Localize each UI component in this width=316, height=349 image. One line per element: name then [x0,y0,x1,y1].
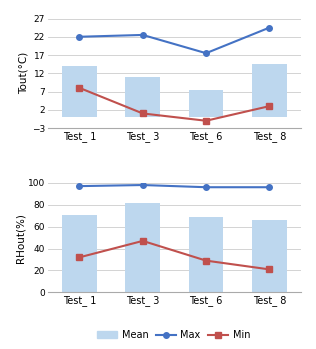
Bar [125,202,160,292]
Bar [189,217,223,292]
Y-axis label: Tout(°C): Tout(°C) [19,52,29,94]
Bar [62,215,97,292]
Bar [62,66,97,117]
Bar [252,64,287,117]
Bar [252,220,287,292]
Y-axis label: RHout(%): RHout(%) [15,213,25,262]
Bar [189,90,223,117]
Legend: Mean, Max, Min: Mean, Max, Min [94,326,254,344]
Bar [125,77,160,117]
